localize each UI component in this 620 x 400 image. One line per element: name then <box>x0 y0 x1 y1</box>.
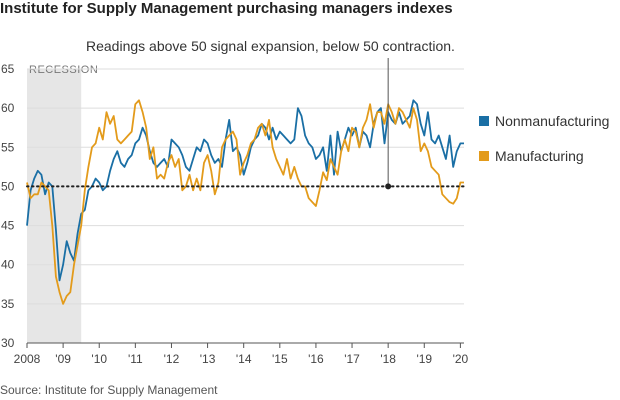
x-tick-label: '15 <box>272 352 288 366</box>
chart-title: Institute for Supply Management purchasi… <box>0 0 453 17</box>
y-tick-label: 35 <box>1 297 15 311</box>
x-tick-label: '14 <box>236 352 252 366</box>
y-tick-label: 50 <box>1 179 15 193</box>
legend-item-manufacturing: Manufacturing <box>479 148 584 164</box>
x-tick-label: '16 <box>308 352 324 366</box>
annotation-note: Readings above 50 signal expansion, belo… <box>86 38 455 54</box>
x-tick-label: '20 <box>453 352 469 366</box>
legend-item-nonmanufacturing: Nonmanufacturing <box>479 113 609 129</box>
source-note: Source: Institute for Supply Management <box>0 383 218 397</box>
x-axis-ticks: 2008 '09 '10 '11 '12 '13 '14 '15 '16 '17 '18 '19 '20 <box>14 343 469 366</box>
series-line-nonmanufacturing <box>26 99 464 282</box>
legend-label-nonmanufacturing: Nonmanufacturing <box>495 113 610 129</box>
annotation-dot <box>385 183 392 190</box>
y-tick-label: 65 <box>1 62 15 76</box>
x-tick-label: '18 <box>380 352 396 366</box>
x-tick-label: '10 <box>91 352 107 366</box>
y-tick-label: 55 <box>1 140 15 154</box>
y-gridlines <box>27 68 464 344</box>
recession-label: RECESSION <box>29 64 98 76</box>
series-lines <box>26 99 464 305</box>
x-tick-label: '12 <box>164 352 180 366</box>
y-axis-ticks: 30 35 40 45 50 55 60 65 <box>1 62 15 350</box>
legend-label-manufacturing: Manufacturing <box>495 148 584 164</box>
x-tick-label: 2008 <box>14 352 41 366</box>
y-tick-label: 30 <box>1 336 15 350</box>
legend-swatch-nonmanufacturing <box>479 116 489 126</box>
x-tick-label: '19 <box>416 352 432 366</box>
x-tick-label: '09 <box>55 352 71 366</box>
x-tick-label: '17 <box>344 352 360 366</box>
y-tick-label: 60 <box>1 101 15 115</box>
annotation <box>26 58 465 190</box>
y-tick-label: 45 <box>1 219 15 233</box>
series-line-manufacturing <box>26 99 464 305</box>
y-tick-label: 40 <box>1 258 15 272</box>
x-tick-label: '13 <box>200 352 216 366</box>
x-tick-label: '11 <box>128 352 143 366</box>
legend-swatch-manufacturing <box>479 151 489 161</box>
